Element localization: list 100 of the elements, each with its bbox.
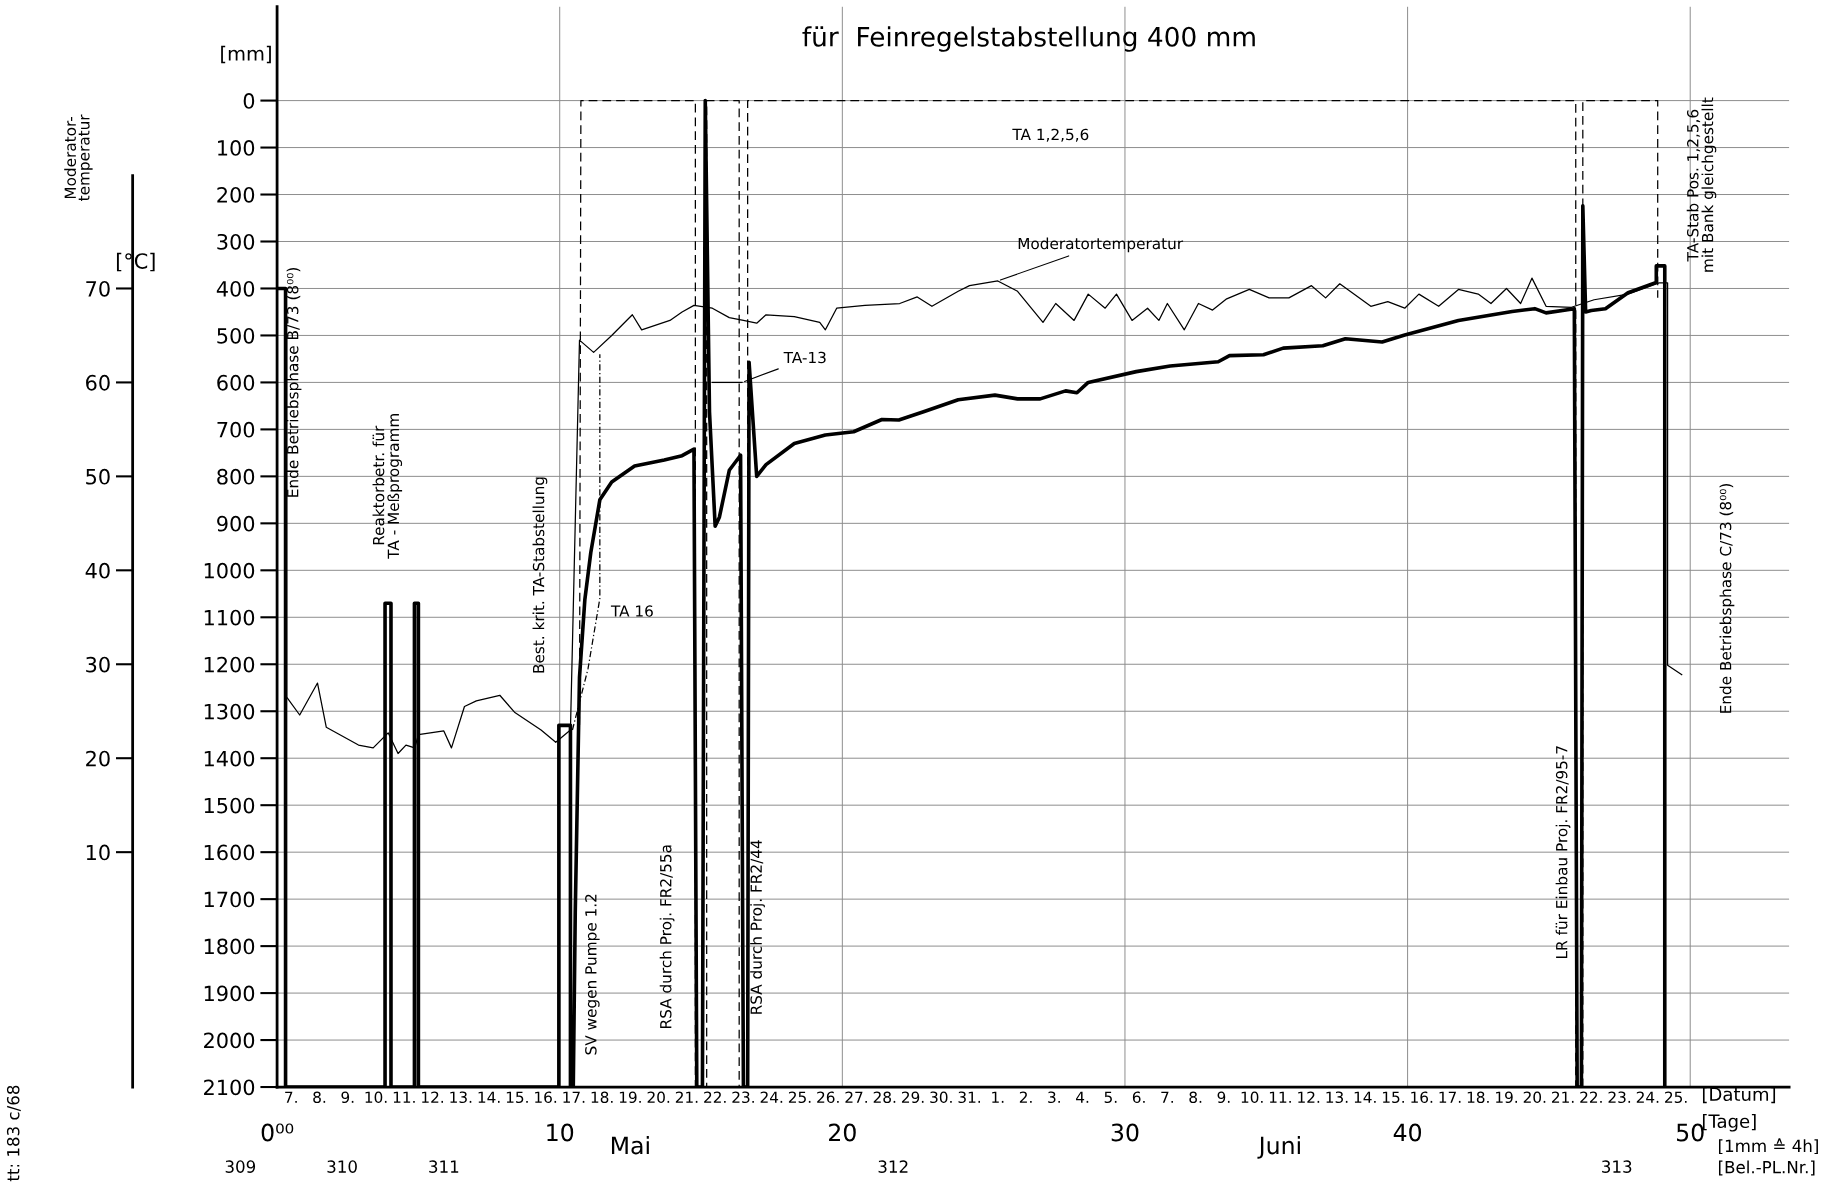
y2-tick-label: 30 bbox=[86, 656, 110, 673]
x2-axis-title: [Datum] bbox=[1702, 1087, 1776, 1104]
y-axis-title: [mm] bbox=[221, 45, 271, 64]
x2-tick-label: 13. bbox=[450, 1091, 472, 1104]
x2-tick-label: 12. bbox=[1298, 1091, 1320, 1103]
x2-tick-label: 7. bbox=[285, 1091, 297, 1103]
annotation: Reaktorbetr. für TA - Meßprogramm bbox=[372, 414, 403, 559]
x2-tick-label: 22. bbox=[1580, 1091, 1602, 1103]
x2-tick-label: 3. bbox=[1048, 1091, 1060, 1104]
x2-tick-label: 5. bbox=[1104, 1091, 1117, 1104]
x2-tick-label: 24. bbox=[760, 1091, 783, 1103]
x2-tick-label: 6. bbox=[1132, 1091, 1145, 1104]
x2-tick-label: 23. bbox=[1608, 1091, 1631, 1104]
y-tick-label: 1600 bbox=[204, 844, 255, 861]
x2-tick-label: 14. bbox=[1354, 1091, 1376, 1103]
text: [Bel.-PL.Nr.] bbox=[1718, 1160, 1815, 1176]
x2-tick-label: 4. bbox=[1076, 1091, 1089, 1103]
x-tick-label: 0⁰⁰ bbox=[261, 1123, 294, 1142]
y2-tick-label: 50 bbox=[86, 468, 110, 485]
x2-tick-label: 10. bbox=[1241, 1091, 1263, 1104]
text: 312 bbox=[878, 1160, 908, 1173]
x2-tick-label: 15. bbox=[506, 1091, 528, 1104]
x2-tick-label: 30. bbox=[930, 1091, 952, 1104]
y2-tick-label: 40 bbox=[85, 562, 110, 579]
y-tick-label: 1800 bbox=[204, 938, 255, 955]
x-tick-label: 50 bbox=[1677, 1123, 1704, 1142]
x2-tick-label: 21. bbox=[675, 1091, 698, 1103]
x2-tick-label: 7. bbox=[1161, 1091, 1173, 1103]
y-tick-label: 1200 bbox=[204, 656, 255, 673]
text: 309 bbox=[225, 1160, 256, 1173]
x2-tick-label: 9. bbox=[1217, 1091, 1230, 1104]
x2-tick-label: 18. bbox=[1467, 1091, 1489, 1104]
annotation: TA-Stab Pos. 1,2,5,6 mit Bank gleichgestellt bbox=[1686, 97, 1717, 272]
x2-tick-label: 11. bbox=[1269, 1091, 1291, 1103]
y-tick-label: 400 bbox=[216, 280, 255, 297]
x2-tick-label: 18. bbox=[591, 1091, 613, 1104]
annotation: LR für Einbau Proj. FR2/95-7 bbox=[1555, 746, 1571, 958]
annotation: Ende Betriebsphase C/73 (8⁰⁰) bbox=[1719, 483, 1735, 713]
annotation: RSA durch Proj. FR2/55a bbox=[659, 845, 675, 1028]
x2-tick-label: 25. bbox=[1665, 1091, 1687, 1104]
y-tick-label: 300 bbox=[217, 233, 255, 250]
text: 310 bbox=[327, 1160, 357, 1173]
text: [1mm ≙ 4h] bbox=[1718, 1138, 1818, 1155]
x-tick-label: 10 bbox=[547, 1123, 574, 1142]
x2-tick-label: 13. bbox=[1326, 1091, 1348, 1104]
x2-tick-label: 19. bbox=[1496, 1091, 1517, 1104]
text: 311 bbox=[429, 1160, 459, 1173]
x2-tick-label: 15. bbox=[1382, 1091, 1404, 1104]
y-tick-label: 2100 bbox=[204, 1079, 255, 1096]
text: Mai bbox=[611, 1136, 649, 1155]
annotation: Best. krit. TA-Stabstellung bbox=[532, 477, 548, 673]
y-tick-label: 900 bbox=[217, 515, 255, 532]
x2-tick-label: 17. bbox=[563, 1091, 585, 1103]
x-tick-label: 30 bbox=[1111, 1123, 1139, 1142]
y2-tick-label: 20 bbox=[86, 750, 110, 767]
x2-tick-label: 20. bbox=[1523, 1091, 1546, 1104]
annotation: SV wegen Pumpe 1.2 bbox=[585, 894, 600, 1055]
y-tick-label: 700 bbox=[217, 421, 255, 438]
annotation: RSA durch Proj. FR2/44 bbox=[750, 840, 765, 1014]
annotation: Ende Betriebsphase B/73 (8⁰⁰) bbox=[286, 267, 302, 497]
text: tt: 183 c/68 bbox=[6, 1085, 21, 1182]
x2-tick-label: 16. bbox=[1411, 1091, 1433, 1104]
text: Juni bbox=[1257, 1136, 1300, 1159]
text: 313 bbox=[1602, 1160, 1632, 1173]
x2-tick-label: 24. bbox=[1636, 1091, 1659, 1103]
x2-tick-label: 17. bbox=[1439, 1091, 1461, 1103]
x2-tick-label: 26. bbox=[817, 1091, 839, 1104]
x2-tick-label: 22. bbox=[704, 1091, 726, 1103]
x2-tick-label: 12. bbox=[422, 1091, 444, 1103]
x2-tick-label: 31. bbox=[958, 1091, 981, 1104]
x2-tick-label: 8. bbox=[313, 1091, 326, 1104]
y2-tick-label: 10 bbox=[86, 844, 110, 861]
y-tick-label: 1400 bbox=[204, 750, 255, 767]
series-label: TA 1,2,5,6 bbox=[1012, 128, 1089, 142]
x-axis-title: [Tage] bbox=[1702, 1114, 1756, 1132]
y-tick-label: 2000 bbox=[204, 1032, 255, 1049]
y-tick-label: 0 bbox=[243, 93, 255, 109]
y-tick-label: 100 bbox=[218, 140, 255, 156]
y-tick-label: 1000 bbox=[204, 562, 255, 579]
y-tick-label: 1900 bbox=[204, 985, 255, 1002]
x2-tick-label: 8. bbox=[1189, 1091, 1202, 1104]
text: Moderatortemperatur bbox=[1018, 237, 1184, 253]
x2-tick-label: 10. bbox=[365, 1091, 387, 1104]
y-tick-label: 800 bbox=[217, 468, 255, 485]
x2-tick-label: 28. bbox=[873, 1091, 896, 1104]
y-tick-label: 500 bbox=[217, 327, 255, 344]
x-tick-label: 20 bbox=[829, 1123, 856, 1142]
x2-tick-label: 21. bbox=[1552, 1091, 1574, 1103]
y-tick-label: 1100 bbox=[204, 609, 255, 626]
x2-tick-label: 2. bbox=[1019, 1091, 1032, 1103]
text: TA-13 bbox=[783, 351, 826, 364]
x2-tick-label: 1. bbox=[992, 1091, 1004, 1103]
x-tick-label: 40 bbox=[1393, 1123, 1422, 1142]
x2-tick-label: 11. bbox=[393, 1091, 415, 1103]
y2-tick-label: 70 bbox=[86, 280, 110, 297]
x2-tick-label: 23. bbox=[732, 1091, 754, 1104]
x2-tick-label: 14. bbox=[478, 1091, 500, 1103]
x2-tick-label: 16. bbox=[535, 1091, 557, 1104]
y2-axis-title: Moderator- temperatur bbox=[64, 114, 93, 201]
y-tick-label: 1700 bbox=[204, 891, 255, 908]
